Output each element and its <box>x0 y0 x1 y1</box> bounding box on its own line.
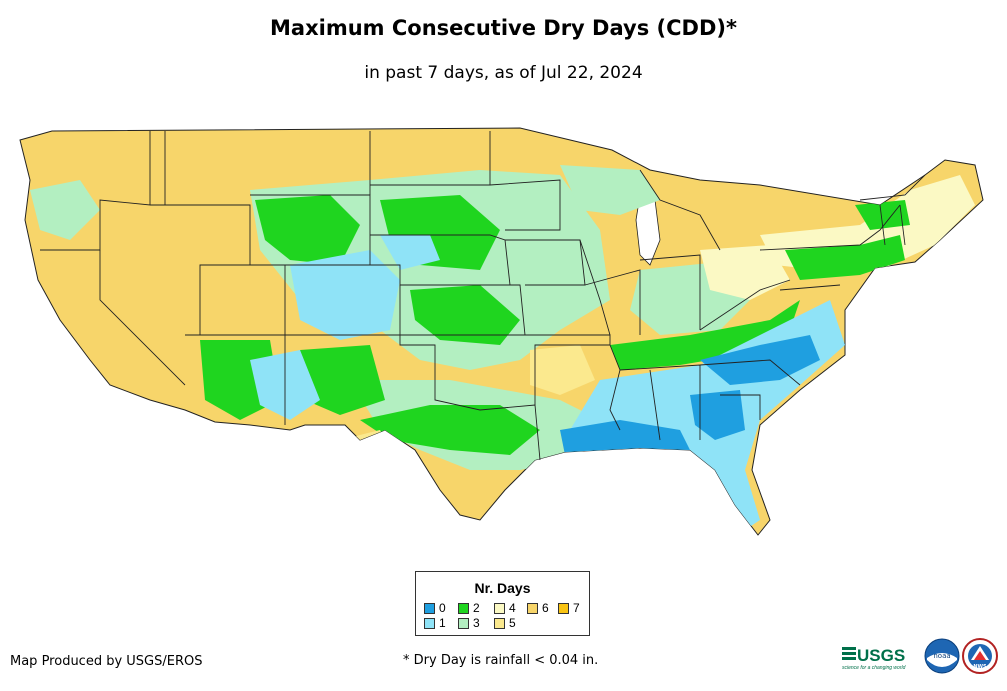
legend-label-5: 5 <box>509 616 516 630</box>
zone-4days-ohio <box>700 245 790 300</box>
legend-label-0: 0 <box>439 601 446 615</box>
legend-label-4: 4 <box>509 601 516 615</box>
usgs-wave-icon <box>842 647 856 660</box>
legend-swatch-6 <box>527 603 538 614</box>
nws-wordmark: NWS <box>973 664 987 670</box>
zone-2days-rockies <box>255 195 360 265</box>
legend-label-6: 6 <box>542 601 549 615</box>
zone-2days-texas <box>360 405 540 455</box>
zone-0days-carolinas <box>700 335 820 385</box>
legend-label-3: 3 <box>473 616 480 630</box>
legend-swatch-2 <box>458 603 469 614</box>
zone-3days-northwest <box>30 180 100 240</box>
cdd-map <box>19 127 984 536</box>
usgs-wordmark: USGS <box>857 646 905 665</box>
zone-2days-new-mexico <box>300 345 385 415</box>
zone-2days-tennessee <box>610 300 800 370</box>
legend-label-2: 2 <box>473 601 480 615</box>
map-credit: Map Produced by USGS/EROS <box>10 654 203 669</box>
zone-1day-colorado <box>290 250 400 340</box>
legend: Nr. Days 0 1 2 3 4 5 6 7 <box>415 571 590 636</box>
legend-label-7: 7 <box>573 601 580 615</box>
zone-5days-texas-west <box>340 430 395 470</box>
nws-logo: NWS <box>962 638 998 674</box>
zone-2days-kansas <box>410 285 520 345</box>
legend-label-1: 1 <box>439 616 446 630</box>
noaa-logo: noaa <box>924 638 960 674</box>
zone-5days-arkansas <box>530 345 595 395</box>
usgs-logo: USGS science for a changing world <box>842 646 906 671</box>
zone-1day-wyoming <box>380 235 440 270</box>
state-boundaries <box>40 131 926 461</box>
cdd-raster <box>30 165 975 530</box>
legend-swatch-3 <box>458 618 469 629</box>
legend-swatch-0 <box>424 603 435 614</box>
legend-swatch-5 <box>494 618 505 629</box>
zone-0days-georgia <box>690 390 745 440</box>
noaa-wordmark: noaa <box>933 652 950 660</box>
legend-swatch-7 <box>558 603 569 614</box>
dry-day-footnote: * Dry Day is rainfall < 0.04 in. <box>403 653 599 668</box>
legend-swatch-4 <box>494 603 505 614</box>
map-subtitle: in past 7 days, as of Jul 22, 2024 <box>364 63 643 83</box>
legend-title: Nr. Days <box>474 580 531 596</box>
zone-3days-great-lakes <box>560 165 660 215</box>
zone-2days-new-england <box>855 200 910 230</box>
map-title: Maximum Consecutive Dry Days (CDD)* <box>270 16 737 40</box>
legend-swatch-1 <box>424 618 435 629</box>
usgs-tagline: science for a changing world <box>842 665 906 671</box>
